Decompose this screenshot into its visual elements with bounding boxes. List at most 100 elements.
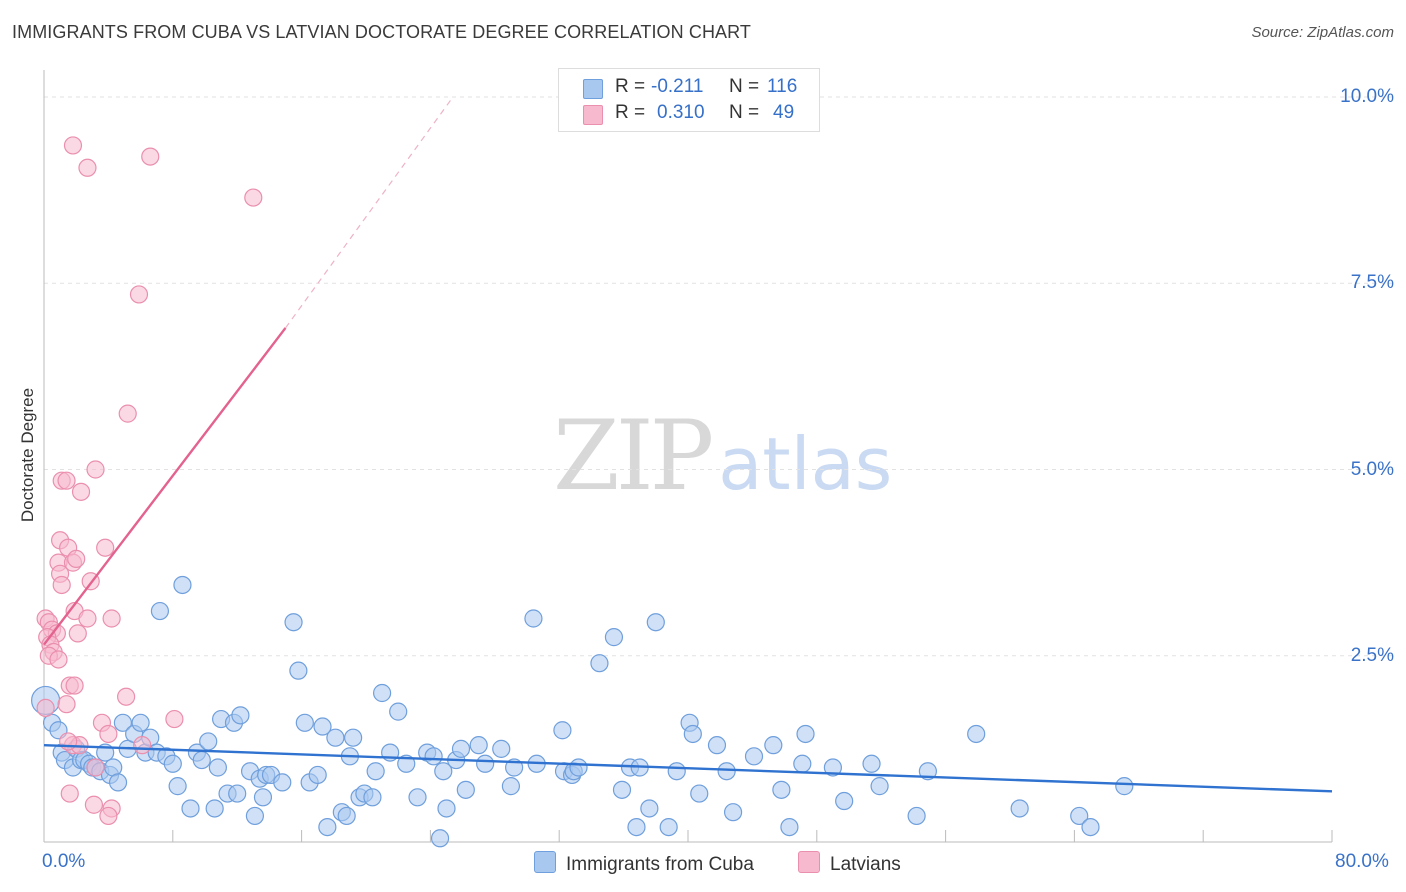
x-tick-max: 80.0% bbox=[1335, 851, 1389, 872]
latvian-point bbox=[63, 136, 83, 155]
cuba-point bbox=[337, 806, 356, 826]
latvian-point bbox=[78, 609, 97, 628]
latvian-point bbox=[52, 575, 71, 595]
cuba-point bbox=[764, 736, 783, 755]
cuba-point bbox=[389, 702, 408, 721]
latvian-point bbox=[102, 609, 121, 628]
cuba-point bbox=[501, 777, 520, 796]
latvian-point bbox=[68, 624, 87, 643]
latvian-point bbox=[141, 147, 160, 166]
cuba-points bbox=[31, 575, 1134, 848]
cuba-point bbox=[492, 739, 511, 758]
y-tick-label: 7.5% bbox=[1350, 272, 1394, 294]
latvian-point bbox=[133, 736, 152, 755]
source-label: Source: ZipAtlas.com bbox=[1251, 24, 1394, 41]
cuba-point bbox=[434, 762, 453, 781]
cuba-point bbox=[1081, 817, 1100, 837]
cuba-point bbox=[228, 784, 247, 803]
latvian-point bbox=[60, 784, 79, 803]
cuba-point bbox=[659, 817, 678, 837]
latvian-point bbox=[86, 460, 105, 479]
cuba-point bbox=[590, 654, 609, 673]
cuba-point bbox=[163, 754, 182, 773]
cuba-point bbox=[231, 706, 250, 725]
cuba-point bbox=[646, 613, 665, 632]
x-tick-min: 0.0% bbox=[42, 851, 86, 872]
cuba-point bbox=[683, 724, 702, 744]
latvian-point bbox=[78, 158, 97, 177]
cuba-trend-line bbox=[43, 743, 1333, 793]
latvian-point bbox=[129, 285, 149, 304]
cuba-point bbox=[208, 758, 227, 777]
cuba-point bbox=[150, 601, 170, 621]
trend-lines bbox=[43, 96, 1333, 793]
cuba-point bbox=[326, 728, 345, 747]
cuba-point bbox=[1115, 777, 1134, 796]
legend-r-value-cuba: -0.211 bbox=[651, 76, 704, 97]
cuba-point bbox=[1070, 806, 1089, 826]
bottom-legend-label-cuba: Immigrants from Cuba bbox=[566, 854, 754, 875]
cuba-point bbox=[862, 754, 881, 773]
cuba-point bbox=[1010, 799, 1029, 818]
stats-legend: R = -0.211 N = 116 R = 0.310 N = 49 bbox=[558, 68, 820, 132]
grid-lines bbox=[44, 96, 1392, 657]
cuba-point bbox=[835, 791, 854, 811]
cuba-point bbox=[253, 788, 273, 807]
cuba-point bbox=[173, 575, 192, 595]
legend-n-label: N = bbox=[729, 76, 760, 97]
cuba-point bbox=[363, 788, 382, 807]
bottom-legend-latvians[interactable]: Latvians bbox=[798, 851, 901, 876]
bottom-legend-swatch-cuba bbox=[534, 851, 556, 873]
watermark-zip: ZIP bbox=[553, 400, 714, 512]
latvian-point bbox=[49, 650, 68, 669]
latvian-point bbox=[99, 806, 118, 826]
y-tick-label: 5.0% bbox=[1350, 458, 1394, 480]
latvian-trend-line bbox=[43, 327, 287, 646]
cuba-point bbox=[553, 721, 572, 740]
cuba-point bbox=[408, 788, 427, 807]
cuba-point bbox=[437, 799, 456, 818]
latvian-point bbox=[71, 482, 91, 501]
latvian-point bbox=[96, 538, 115, 557]
cuba-point bbox=[823, 758, 843, 777]
cuba-point bbox=[397, 754, 416, 773]
latvian-point bbox=[67, 549, 86, 569]
cuba-point bbox=[308, 765, 327, 785]
legend-n-value-cuba: 116 bbox=[767, 76, 798, 97]
cuba-point bbox=[199, 732, 218, 751]
cuba-point bbox=[113, 713, 132, 732]
cuba-point bbox=[967, 724, 986, 744]
cuba-point bbox=[690, 784, 709, 803]
cuba-point bbox=[918, 762, 937, 781]
cuba-point bbox=[744, 747, 764, 766]
cuba-point bbox=[604, 628, 624, 647]
cuba-point bbox=[168, 777, 187, 796]
cuba-point bbox=[451, 739, 471, 758]
cuba-point bbox=[289, 661, 308, 680]
cuba-point bbox=[717, 762, 736, 781]
latvian-point bbox=[36, 698, 55, 718]
cuba-point bbox=[476, 754, 495, 773]
latvian-point bbox=[244, 188, 263, 207]
y-tick-label: 10.0% bbox=[1340, 86, 1394, 107]
cuba-point bbox=[907, 806, 926, 826]
cuba-point bbox=[612, 780, 632, 799]
cuba-point bbox=[772, 780, 791, 799]
bottom-legend-cuba[interactable]: Immigrants from Cuba bbox=[534, 851, 754, 876]
watermark-atlas: atlas bbox=[718, 422, 893, 506]
latvian-point bbox=[65, 676, 84, 695]
cuba-point bbox=[627, 817, 646, 837]
latvian-point bbox=[99, 724, 118, 744]
cuba-point bbox=[569, 758, 588, 777]
latvian-trend-extension bbox=[285, 96, 454, 329]
legend-n-value-latvians: 49 bbox=[773, 102, 795, 123]
bottom-legend-swatch-latvians bbox=[798, 851, 820, 873]
legend-swatch-latvians bbox=[583, 105, 603, 125]
cuba-point bbox=[205, 799, 224, 818]
cuba-point bbox=[245, 806, 265, 826]
y-tick-label: 2.5% bbox=[1350, 644, 1394, 666]
chart-title: IMMIGRANTS FROM CUBA VS LATVIAN DOCTORAT… bbox=[12, 22, 752, 42]
latvian-point bbox=[118, 404, 137, 423]
latvian-point bbox=[57, 695, 76, 714]
